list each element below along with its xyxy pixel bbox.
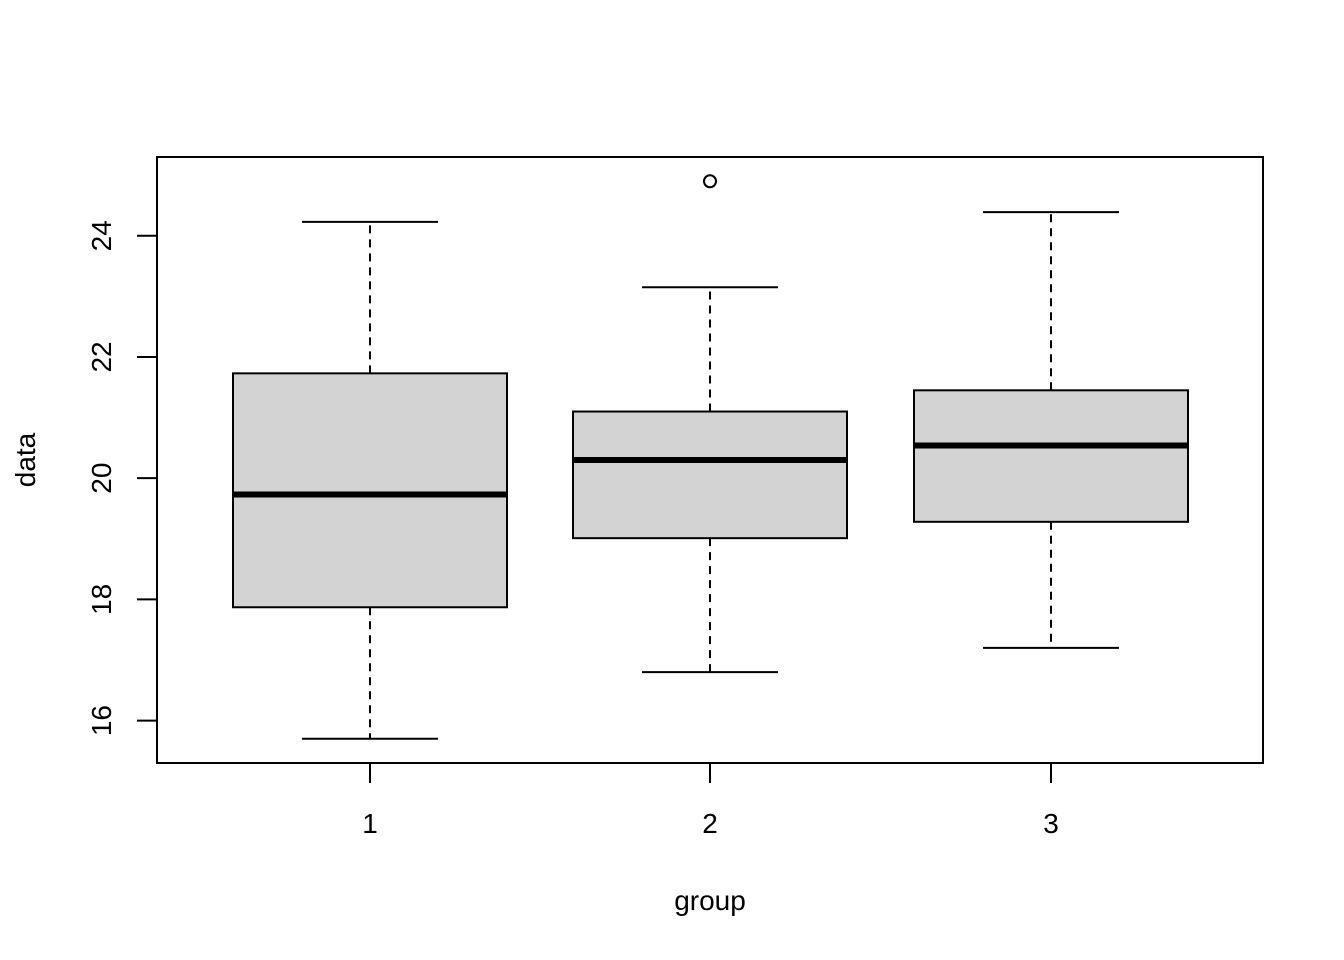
box-group-3 xyxy=(913,211,1189,649)
y-tick-label: 18 xyxy=(86,584,117,615)
y-axis-title: data xyxy=(10,432,41,487)
iqr-box xyxy=(913,389,1189,523)
x-tick-label: 1 xyxy=(362,808,378,839)
iqr-box xyxy=(572,410,848,540)
box-group-2 xyxy=(572,174,848,674)
boxes-layer xyxy=(232,174,1189,740)
y-tick-label: 16 xyxy=(86,705,117,736)
x-tick-label: 2 xyxy=(702,808,718,839)
y-axis: 16 18 20 22 24 xyxy=(86,220,157,736)
y-tick-label: 22 xyxy=(86,341,117,372)
box-group-1 xyxy=(232,220,508,740)
outlier-point xyxy=(703,174,717,189)
x-axis: 1 2 3 xyxy=(362,763,1059,839)
iqr-box xyxy=(232,372,508,609)
y-tick-label: 24 xyxy=(86,220,117,251)
x-axis-title: group xyxy=(674,885,746,916)
y-tick-label: 20 xyxy=(86,463,117,494)
x-tick-label: 3 xyxy=(1043,808,1059,839)
